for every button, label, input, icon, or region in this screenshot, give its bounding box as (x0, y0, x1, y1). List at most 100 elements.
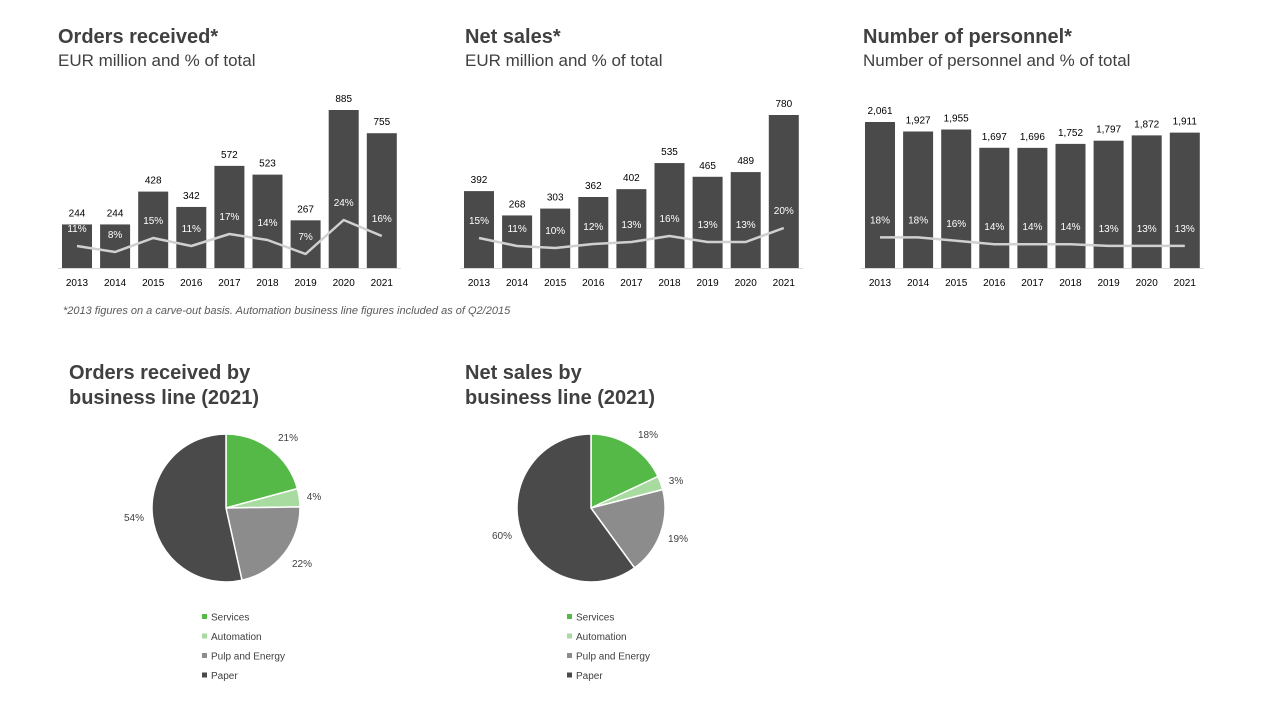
personnel-value-label-2018: 1,752 (1058, 128, 1083, 139)
orders-pie-title: Orders received by business line (2021) (69, 361, 259, 411)
footnote: *2013 figures on a carve-out basis. Auto… (63, 305, 511, 317)
orders-percent-label-2014: 8% (108, 230, 123, 241)
sales-percent-label-2017: 13% (621, 220, 641, 231)
sales-value-label-2015: 303 (547, 193, 564, 204)
personnel-category-label-2015: 2015 (945, 278, 968, 289)
orders-value-label-2021: 755 (373, 117, 390, 128)
pie-sales-slice-pulp-and-energy (589, 488, 666, 569)
personnel-value-label-2020: 1,872 (1134, 119, 1159, 130)
sales-value-label-2021: 780 (775, 99, 792, 110)
orders-pie-title-line2: business line (2021) (69, 387, 260, 409)
pie-orders-legend-label-services: Services (211, 613, 249, 624)
sales-chart-title: Net sales* (465, 26, 561, 48)
orders-value-label-2014: 244 (107, 208, 124, 219)
pie-orders-legend-swatch-pulp-and-energy (202, 653, 207, 658)
pie-orders-legend-swatch-automation (202, 633, 207, 639)
personnel-percent-label-2015: 16% (946, 219, 966, 230)
sales-percent-label-2019: 13% (698, 220, 718, 231)
orders-chart-title: Orders received* (58, 26, 219, 48)
pie-orders-legend-label-automation: Automation (211, 632, 262, 643)
personnel-category-label-2021: 2021 (1174, 278, 1197, 289)
sales-bar-2019 (692, 176, 723, 268)
orders-category-label-2013: 2013 (66, 278, 89, 289)
sales-bar-2021 (768, 115, 799, 268)
orders-value-label-2013: 244 (69, 208, 86, 219)
orders-value-label-2015: 428 (145, 176, 162, 187)
sales-percent-label-2015: 10% (545, 226, 565, 237)
pie-sales-legend-swatch-services (567, 614, 572, 619)
sales-value-label-2019: 465 (699, 161, 716, 172)
sales-category-label-2018: 2018 (658, 278, 681, 289)
personnel-value-label-2015: 1,955 (944, 114, 969, 125)
sales-percent-label-2014: 11% (507, 224, 526, 235)
orders-percent-line (76, 218, 383, 256)
orders-pie-title-line1: Orders received by (69, 362, 251, 384)
pie-sales-slice-services (590, 433, 659, 510)
orders-percent-label-2021: 16% (372, 214, 392, 225)
orders-category-label-2018: 2018 (256, 278, 279, 289)
orders-bar-2021 (366, 133, 397, 268)
sales-category-label-2019: 2019 (696, 278, 719, 289)
sales-category-label-2014: 2014 (506, 278, 529, 289)
orders-percent-label-2013: 11% (67, 224, 86, 235)
pie-sales-slice-label-pulp-and-energy: 19% (668, 534, 688, 545)
sales-category-label-2016: 2016 (582, 278, 605, 289)
pie-sales-slice-label-automation: 3% (669, 476, 684, 487)
sales-percent-label-2021: 20% (774, 206, 794, 217)
orders-bar-2020 (328, 110, 359, 268)
personnel-bar-2018 (1055, 143, 1086, 268)
personnel-category-label-2017: 2017 (1021, 278, 1044, 289)
orders-value-label-2018: 523 (259, 159, 276, 170)
sales-bar-2014 (502, 215, 533, 268)
orders-bar-2017 (214, 165, 245, 268)
sales-category-label-2015: 2015 (544, 278, 567, 289)
personnel-percent-label-2014: 18% (908, 215, 928, 226)
orders-percent-label-2018: 14% (257, 218, 277, 229)
orders-chart-subtitle: EUR million and % of total (58, 51, 256, 70)
sales-pie-title-line1: Net sales by (465, 362, 582, 384)
orders-value-label-2017: 572 (221, 150, 238, 161)
orders-percent-label-2020: 24% (334, 198, 354, 209)
personnel-category-label-2013: 2013 (869, 278, 892, 289)
personnel-value-label-2014: 1,927 (906, 115, 931, 126)
pie-sales-legend-label-services: Services (576, 613, 614, 624)
personnel-value-label-2016: 1,697 (982, 132, 1007, 143)
sales-value-label-2014: 268 (509, 199, 526, 210)
sales-category-label-2013: 2013 (468, 278, 491, 289)
personnel-bar-2017 (1017, 147, 1048, 268)
sales-category-label-2020: 2020 (735, 278, 758, 289)
pie-orders-slice-services (225, 433, 299, 509)
sales-category-label-2017: 2017 (620, 278, 643, 289)
pie-orders-slice-label-automation: 4% (307, 492, 322, 503)
pie-orders-slice-label-paper: 54% (124, 513, 144, 524)
personnel-chart-subtitle: Number of personnel and % of total (863, 51, 1131, 70)
sales-percent-label-2020: 13% (736, 220, 756, 231)
orders-category-label-2016: 2016 (180, 278, 203, 289)
pie-orders-legend-swatch-services (202, 614, 207, 619)
personnel-chart-title: Number of personnel* (863, 26, 1072, 48)
orders-percent-label-2019: 7% (298, 232, 313, 243)
personnel-value-label-2017: 1,696 (1020, 132, 1045, 143)
sales-bar-2013 (464, 191, 494, 268)
sales-bar-2020 (730, 172, 761, 268)
personnel-percent-label-2017: 14% (1022, 222, 1042, 233)
sales-percent-label-2016: 12% (583, 222, 603, 233)
personnel-percent-label-2016: 14% (984, 222, 1004, 233)
sales-bar-2016 (578, 196, 609, 268)
orders-bar-2018 (252, 174, 283, 268)
pie-orders-legend-label-paper: Paper (211, 671, 238, 682)
personnel-bar-chart: 2,061 2013 1,927 2014 1,955 2015 1,697 2016 1,69… (861, 106, 1204, 289)
personnel-bar-2013 (865, 122, 895, 268)
personnel-value-label-2021: 1,911 (1173, 117, 1198, 128)
personnel-percent-label-2021: 13% (1175, 224, 1195, 235)
orders-category-label-2017: 2017 (218, 278, 241, 289)
orders-category-label-2015: 2015 (142, 278, 165, 289)
personnel-category-label-2018: 2018 (1059, 278, 1082, 289)
sales-value-label-2020: 489 (737, 156, 754, 167)
personnel-percent-line (880, 236, 1185, 248)
pie-orders-slice-paper (151, 433, 243, 583)
personnel-percent-label-2019: 13% (1099, 224, 1119, 235)
personnel-category-label-2019: 2019 (1097, 278, 1120, 289)
personnel-percent-label-2018: 14% (1060, 222, 1080, 233)
orders-bar-2015 (138, 191, 169, 268)
